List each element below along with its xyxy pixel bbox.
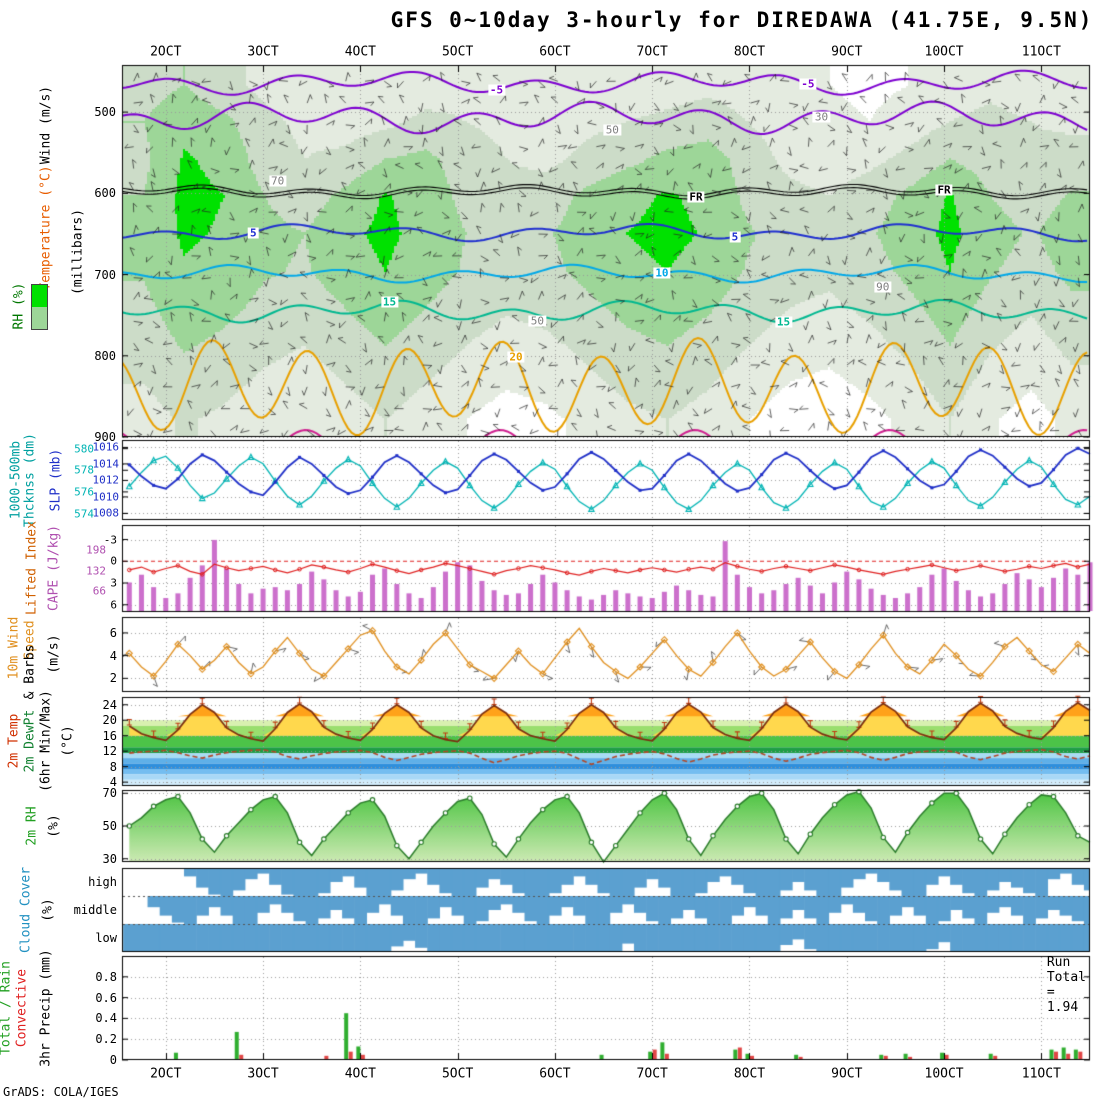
chart-title: GFS 0~10day 3-hourly for DIREDAWA (41.75… — [390, 8, 1094, 32]
run-total-label: Run Total = 1.94 — [1046, 955, 1086, 1015]
rh-shade-legend — [31, 284, 48, 330]
rh-legend-cell-90 — [32, 285, 47, 307]
grads-credit: GrADS: COLA/IGES — [3, 1085, 119, 1099]
rh-legend-cell-70 — [32, 307, 47, 329]
